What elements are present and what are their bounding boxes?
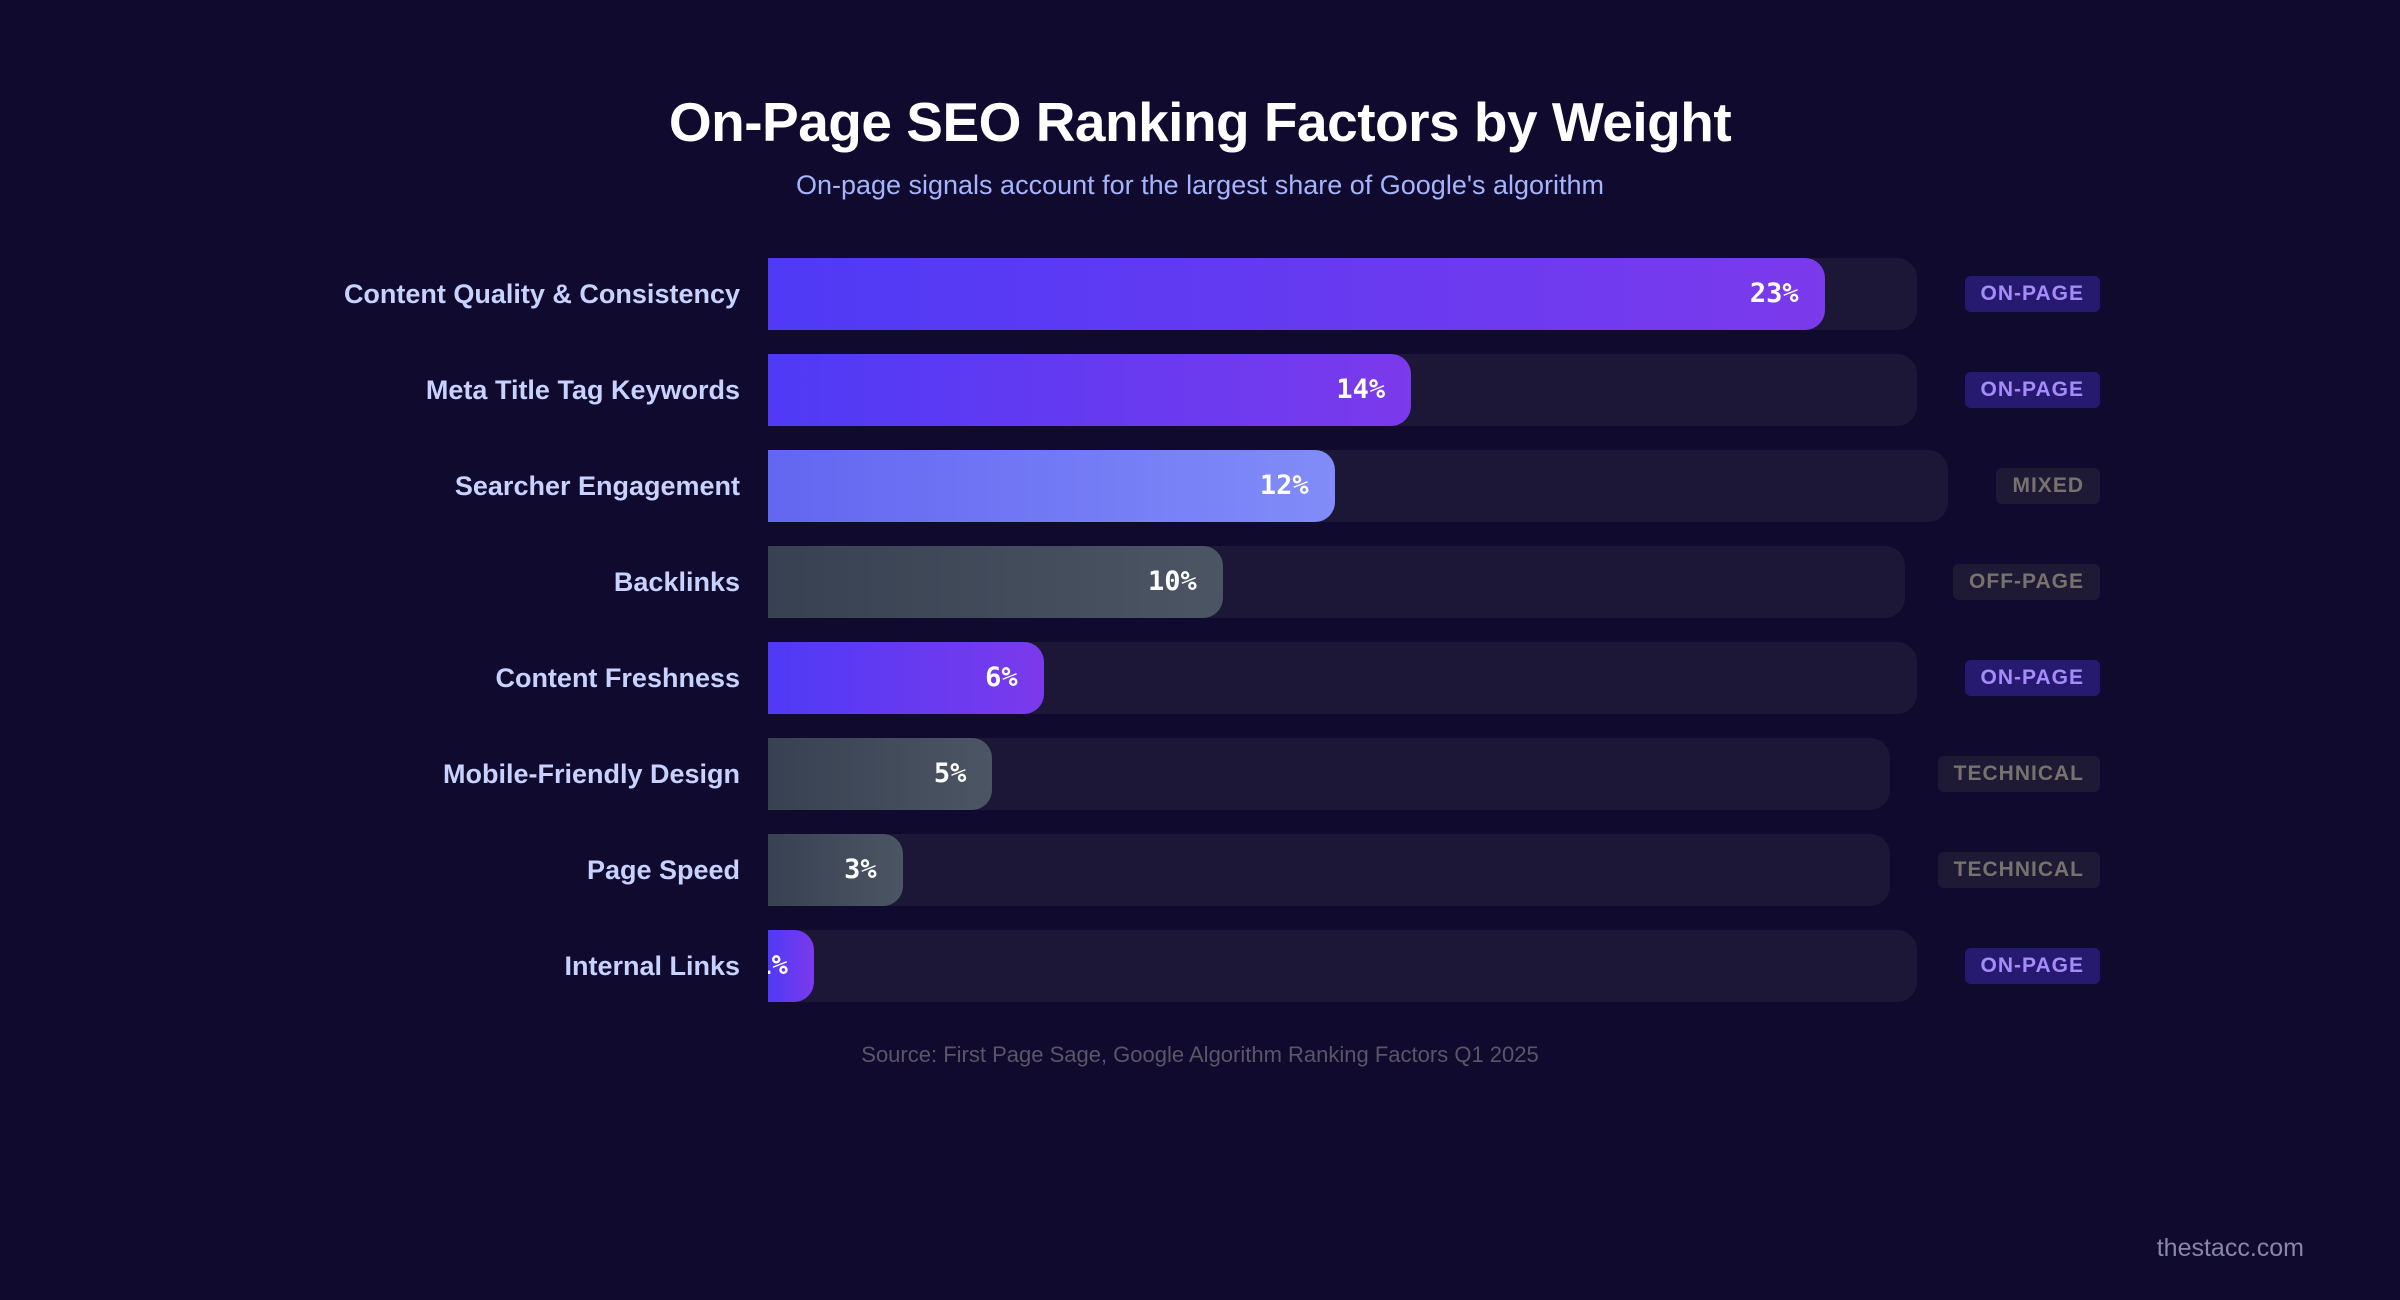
bar-track: 6% [768,642,1917,714]
brand-watermark: thestacc.com [2156,1234,2304,1262]
bar-value-label: 12% [1259,470,1309,501]
bar-row: Page Speed 3% TECHNICAL [0,834,2400,906]
bar-track: 10% [768,546,1906,618]
bar: 3% [768,834,903,906]
bar-row: Mobile-Friendly Design 5% TECHNICAL [0,738,2400,810]
bar-category-label: Content Quality & Consistency [343,279,740,309]
bar-category-label: Internal Links [564,951,740,981]
chart-title: On-Page SEO Ranking Factors by Weight [668,91,1732,153]
bar-track: 5% [768,738,1890,810]
bar-value-label: 3% [844,854,877,885]
bar: 14% [768,354,1412,426]
bar-category-label: Mobile-Friendly Design [442,759,740,789]
bar-track: 23% [768,258,1917,330]
bar-track: 14% [768,354,1917,426]
bar-value-label: 1% [768,950,788,981]
bar-value-label: 14% [1336,374,1386,405]
bar-track: 12% [768,450,1949,522]
bar: 23% [768,258,1825,330]
bar-value-label: 10% [1148,566,1197,597]
bar-row: Backlinks 10% OFF-PAGE [0,546,2400,618]
bar-row: Meta Title Tag Keywords 14% ON-PAGE [0,354,2400,426]
chart-subtitle: On-page signals account for the largest … [795,170,1605,200]
bar-category-label: Backlinks [613,567,740,597]
category-badge: TECHNICAL [1937,852,2100,888]
bar: 1% [768,930,814,1002]
bar-row: Content Freshness 6% ON-PAGE [0,642,2400,714]
bar-row: Searcher Engagement 12% MIXED [0,450,2400,522]
bar-category-label: Content Freshness [495,663,740,693]
bar: 6% [768,642,1044,714]
bar-track: 3% [768,834,1890,906]
bar-row: Internal Links 1% ON-PAGE [0,930,2400,1002]
category-badge: MIXED [1996,468,2100,504]
source-note: Source: First Page Sage, Google Algorith… [861,1042,1539,1067]
bar-category-label: Meta Title Tag Keywords [425,375,740,405]
bar: 10% [768,546,1223,618]
bar-value-label: 5% [933,758,967,789]
category-badge: ON-PAGE [1964,660,2100,696]
bar-value-label: 6% [985,662,1018,693]
bar: 12% [768,450,1335,522]
bar-track: 1% [768,930,1917,1002]
bar-category-label: Searcher Engagement [454,471,740,501]
bar-row: Content Quality & Consistency 23% ON-PAG… [0,258,2400,330]
bar-category-label: Page Speed [586,855,740,885]
category-badge: OFF-PAGE [1953,564,2100,600]
bar-value-label: 23% [1749,278,1799,309]
category-badge: ON-PAGE [1964,276,2100,312]
category-badge: ON-PAGE [1964,948,2100,984]
category-badge: ON-PAGE [1964,372,2100,408]
bar: 5% [768,738,993,810]
category-badge: TECHNICAL [1937,756,2100,792]
